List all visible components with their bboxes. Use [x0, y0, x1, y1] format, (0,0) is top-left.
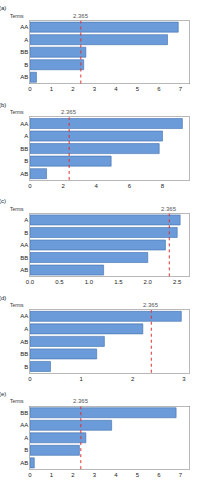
svg-text:A: A	[24, 133, 28, 139]
svg-text:BB: BB	[20, 351, 28, 357]
svg-text:AB: AB	[20, 171, 28, 177]
svg-text:0: 0	[28, 183, 32, 189]
svg-text:AA: AA	[20, 242, 28, 248]
svg-text:2.365: 2.365	[73, 13, 89, 19]
svg-text:AB: AB	[20, 339, 28, 345]
svg-text:3: 3	[182, 376, 186, 382]
svg-text:Terms: Terms	[10, 13, 24, 19]
svg-text:0: 0	[28, 472, 32, 478]
svg-text:1: 1	[50, 472, 54, 478]
svg-text:2: 2	[61, 183, 65, 189]
svg-text:AA: AA	[20, 24, 28, 30]
svg-text:(a): (a)	[0, 5, 6, 11]
svg-text:(c): (c)	[0, 198, 6, 204]
svg-text:1.0: 1.0	[85, 279, 94, 285]
svg-text:1: 1	[80, 376, 84, 382]
svg-text:6: 6	[157, 86, 161, 92]
svg-text:3: 3	[93, 472, 97, 478]
svg-text:3: 3	[93, 86, 97, 92]
svg-text:A: A	[24, 37, 28, 43]
svg-text:1.5: 1.5	[114, 279, 123, 285]
svg-text:Terms: Terms	[10, 398, 24, 404]
svg-text:A: A	[24, 326, 28, 332]
svg-text:B: B	[24, 158, 28, 164]
svg-text:B: B	[24, 62, 28, 68]
svg-text:B: B	[24, 447, 28, 453]
svg-text:2.365: 2.365	[73, 398, 89, 404]
svg-text:BB: BB	[20, 49, 28, 55]
svg-text:0: 0	[28, 376, 32, 382]
svg-text:A: A	[24, 217, 28, 223]
svg-text:(b): (b)	[0, 102, 6, 108]
svg-text:BB: BB	[20, 410, 28, 416]
svg-text:A: A	[24, 435, 28, 441]
svg-text:Terms: Terms	[10, 206, 24, 212]
svg-text:(d): (d)	[0, 295, 6, 301]
svg-text:AB: AB	[20, 74, 28, 80]
svg-text:B: B	[24, 364, 28, 370]
svg-text:7: 7	[179, 472, 183, 478]
svg-text:(e): (e)	[0, 391, 6, 397]
svg-text:AA: AA	[20, 422, 28, 428]
svg-text:4: 4	[114, 472, 118, 478]
svg-text:4: 4	[114, 86, 118, 92]
svg-text:BB: BB	[20, 255, 28, 261]
svg-text:AA: AA	[20, 313, 28, 319]
svg-text:0.0: 0.0	[26, 279, 35, 285]
svg-text:AA: AA	[20, 121, 28, 127]
svg-text:2.365: 2.365	[161, 206, 177, 212]
svg-text:2: 2	[131, 376, 135, 382]
svg-text:AB: AB	[20, 267, 28, 273]
svg-text:2.365: 2.365	[61, 109, 77, 115]
svg-text:5: 5	[136, 86, 140, 92]
svg-text:2.5: 2.5	[173, 279, 182, 285]
svg-text:AB: AB	[20, 460, 28, 466]
svg-text:0.5: 0.5	[55, 279, 64, 285]
svg-text:2: 2	[71, 86, 75, 92]
svg-text:2.365: 2.365	[143, 302, 159, 308]
svg-text:6: 6	[128, 183, 132, 189]
svg-text:2.0: 2.0	[144, 279, 153, 285]
svg-text:5: 5	[136, 472, 140, 478]
svg-text:1: 1	[50, 86, 54, 92]
svg-text:8: 8	[161, 183, 165, 189]
svg-text:4: 4	[95, 183, 99, 189]
svg-text:Terms: Terms	[10, 302, 24, 308]
svg-text:B: B	[24, 230, 28, 236]
svg-text:6: 6	[157, 472, 161, 478]
svg-text:7: 7	[179, 86, 183, 92]
svg-text:Terms: Terms	[10, 109, 24, 115]
svg-text:0: 0	[28, 86, 32, 92]
svg-text:BB: BB	[20, 146, 28, 152]
svg-text:2: 2	[71, 472, 75, 478]
